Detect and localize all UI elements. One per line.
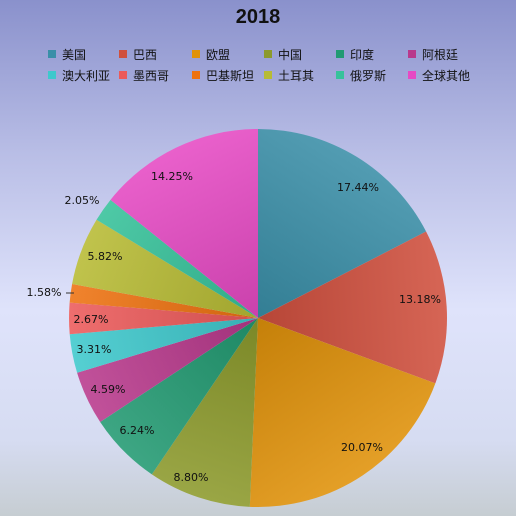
pie-slice [100, 318, 258, 475]
data-label: 4.59% [91, 383, 126, 396]
chart-legend: 美国 巴西 欧盟 中国 印度 阿根廷澳大利亚 墨西哥 巴基斯坦 土耳其 俄罗斯 全球其他 [0, 0, 516, 90]
legend-label: 美国 [62, 47, 87, 62]
legend-item: 巴基斯坦 [192, 67, 254, 83]
legend-swatch [264, 50, 272, 58]
pie-slice [258, 129, 427, 318]
data-label: 17.44% [337, 181, 379, 194]
data-label: 5.82% [88, 250, 123, 263]
legend-swatch [408, 50, 416, 58]
legend-label: 中国 [278, 47, 303, 62]
legend-item: 中国 [264, 46, 302, 62]
pie-slice [151, 318, 258, 507]
legend-item: 墨西哥 [119, 67, 169, 83]
legend-swatch [48, 71, 56, 79]
pie-slice [249, 318, 436, 507]
data-label: 14.25% [151, 170, 193, 183]
data-label: 3.31% [77, 343, 112, 356]
pie-slice [110, 129, 258, 318]
legend-label: 欧盟 [206, 47, 231, 62]
legend-label: 澳大利亚 [62, 68, 111, 83]
data-label: 2.67% [74, 313, 109, 326]
pie-slice [69, 318, 258, 373]
legend-item: 澳大利亚 [48, 67, 110, 83]
legend-swatch [48, 50, 56, 58]
legend-swatch [192, 71, 200, 79]
legend-label: 印度 [350, 47, 375, 62]
legend-swatch [336, 50, 344, 58]
legend-item: 土耳其 [264, 67, 314, 83]
data-label: 2.05% [65, 194, 100, 207]
legend-swatch [408, 71, 416, 79]
pie-slice [77, 318, 258, 422]
data-label: 1.58% [27, 286, 62, 299]
legend-item: 俄罗斯 [336, 67, 386, 83]
pie-slice [69, 302, 259, 335]
legend-label: 全球其他 [422, 68, 471, 83]
legend-item: 欧盟 [192, 46, 230, 62]
legend-label: 墨西哥 [133, 68, 170, 83]
data-label: 13.18% [399, 293, 441, 306]
legend-item: 美国 [48, 46, 86, 62]
chart-title: 2018 [235, 6, 281, 28]
pie-slice [72, 219, 258, 318]
pie-slice [258, 231, 448, 384]
legend-item: 全球其他 [408, 67, 470, 83]
legend-swatch [119, 71, 127, 79]
legend-swatch [192, 50, 200, 58]
legend-item: 巴西 [119, 46, 157, 62]
legend-item: 印度 [336, 46, 374, 62]
legend-label: 巴西 [133, 47, 158, 62]
legend-swatch [264, 71, 272, 79]
legend-label: 巴基斯坦 [206, 68, 255, 83]
pie-slice [96, 199, 258, 318]
data-label: 8.80% [174, 471, 209, 484]
legend-label: 阿根廷 [422, 47, 459, 62]
pie-slice [69, 283, 258, 318]
data-label: 20.07% [341, 441, 383, 454]
legend-label: 俄罗斯 [350, 68, 387, 83]
data-label: 6.24% [120, 424, 155, 437]
legend-item: 阿根廷 [408, 46, 458, 62]
legend-swatch [119, 50, 127, 58]
legend-label: 土耳其 [278, 68, 315, 83]
legend-swatch [336, 71, 344, 79]
